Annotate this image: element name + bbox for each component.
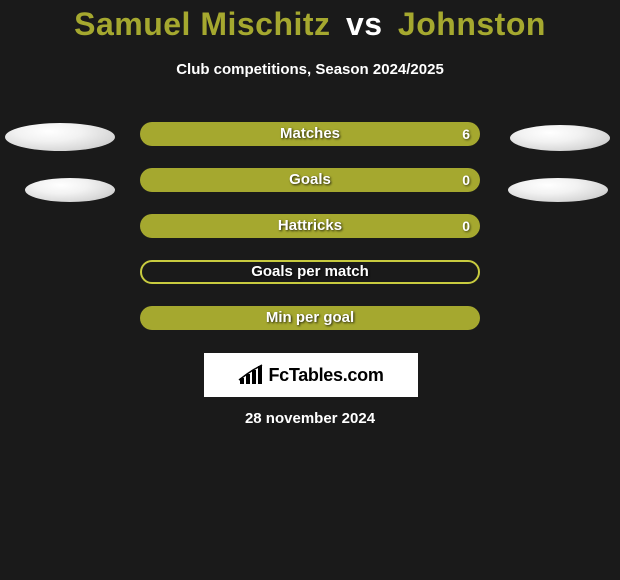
stat-bar bbox=[140, 214, 480, 238]
stat-bar-right-fill bbox=[140, 306, 480, 330]
logo-box: FcTables.com bbox=[204, 353, 418, 397]
stat-bar-right-fill bbox=[140, 122, 480, 146]
stat-row: Matches6 bbox=[0, 122, 620, 168]
stat-bar-right-fill bbox=[140, 214, 480, 238]
stat-row: Goals per match bbox=[0, 260, 620, 306]
stats-rows: Matches6Goals0Hattricks0Goals per matchM… bbox=[0, 122, 620, 352]
stat-row: Min per goal bbox=[0, 306, 620, 352]
bar-chart-icon bbox=[238, 364, 264, 386]
stat-row: Goals0 bbox=[0, 168, 620, 214]
logo-text: FcTables.com bbox=[268, 365, 383, 386]
date-text: 28 november 2024 bbox=[0, 410, 620, 427]
player1-name: Samuel Mischitz bbox=[74, 6, 330, 42]
stat-bar bbox=[140, 260, 480, 284]
stat-row: Hattricks0 bbox=[0, 214, 620, 260]
stat-bar bbox=[140, 168, 480, 192]
player2-name: Johnston bbox=[398, 6, 546, 42]
stat-bar bbox=[140, 306, 480, 330]
page-title: Samuel Mischitz vs Johnston bbox=[0, 0, 620, 43]
vs-text: vs bbox=[346, 6, 383, 42]
subtitle: Club competitions, Season 2024/2025 bbox=[0, 61, 620, 78]
stat-bar bbox=[140, 122, 480, 146]
stat-bar-right-fill bbox=[140, 168, 480, 192]
